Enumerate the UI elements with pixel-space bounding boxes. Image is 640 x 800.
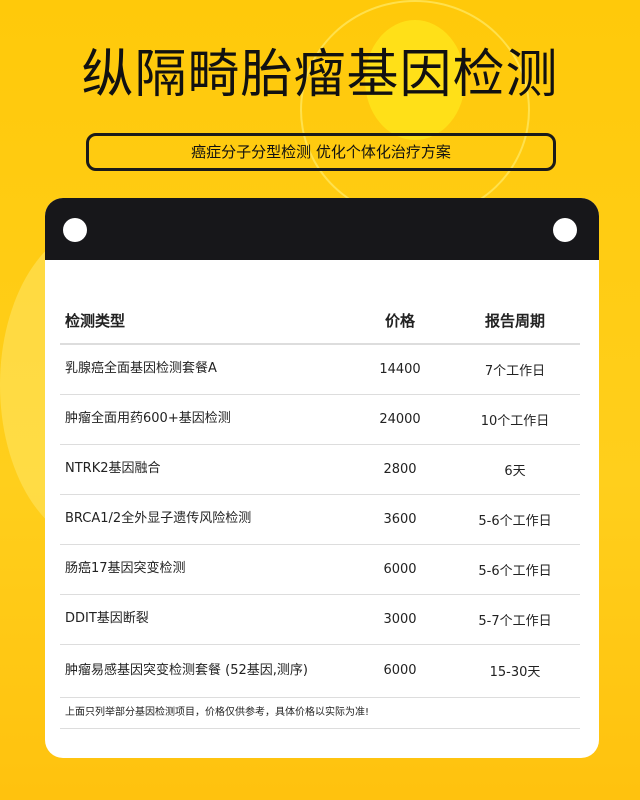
test-period: 10个工作日 bbox=[450, 394, 580, 445]
header-period: 报告周期 bbox=[450, 298, 580, 345]
hole-right-icon bbox=[553, 218, 577, 242]
test-period: 5-6个工作日 bbox=[450, 544, 580, 595]
test-name: BRCA1/2全外显子遗传风险检测 bbox=[60, 494, 350, 545]
note-row: 上面只列举部分基因检测项目，价格仅供参考，具体价格以实际为准! bbox=[60, 697, 580, 729]
test-period: 6天 bbox=[450, 444, 580, 495]
hole-left-icon bbox=[63, 218, 87, 242]
test-price: 3000 bbox=[350, 594, 450, 645]
test-name: 乳腺癌全面基因检测套餐A bbox=[60, 344, 350, 395]
table-row: 乳腺癌全面基因检测套餐A 14400 7个工作日 bbox=[60, 344, 580, 395]
price-card: 检测类型 价格 报告周期 乳腺癌全面基因检测套餐A 14400 7个工作日 肿瘤全面… bbox=[45, 198, 599, 758]
test-price: 14400 bbox=[350, 344, 450, 395]
subtitle-banner: 癌症分子分型检测 优化个体化治疗方案 bbox=[86, 133, 556, 171]
disclaimer-note: 上面只列举部分基因检测项目，价格仅供参考，具体价格以实际为准! bbox=[60, 697, 580, 729]
test-period: 7个工作日 bbox=[450, 344, 580, 395]
test-name: DDIT基因断裂 bbox=[60, 594, 350, 645]
test-name: 肠癌17基因突变检测 bbox=[60, 544, 350, 595]
test-price: 6000 bbox=[350, 644, 450, 698]
table-row: 肿瘤易感基因突变检测套餐 (52基因,测序) 6000 15-30天 bbox=[60, 644, 580, 698]
test-period: 5-7个工作日 bbox=[450, 594, 580, 645]
test-price: 3600 bbox=[350, 494, 450, 545]
test-price: 6000 bbox=[350, 544, 450, 595]
card-header bbox=[45, 198, 599, 260]
table-row: DDIT基因断裂 3000 5-7个工作日 bbox=[60, 594, 580, 645]
header-price: 价格 bbox=[350, 298, 450, 345]
page-title: 纵隔畸胎瘤基因检测 bbox=[81, 45, 559, 105]
test-name: 肿瘤易感基因突变检测套餐 (52基因,测序) bbox=[60, 644, 350, 698]
table-row: 肿瘤全面用药600+基因检测 24000 10个工作日 bbox=[60, 394, 580, 445]
test-name: 肿瘤全面用药600+基因检测 bbox=[60, 394, 350, 445]
table-row: BRCA1/2全外显子遗传风险检测 3600 5-6个工作日 bbox=[60, 494, 580, 545]
test-period: 5-6个工作日 bbox=[450, 494, 580, 545]
table-header-row: 检测类型 价格 报告周期 bbox=[60, 298, 580, 345]
decor-circle bbox=[365, 20, 465, 140]
table-row: 肠癌17基因突变检测 6000 5-6个工作日 bbox=[60, 544, 580, 595]
price-table: 检测类型 价格 报告周期 乳腺癌全面基因检测套餐A 14400 7个工作日 肿瘤全面… bbox=[60, 298, 580, 729]
test-period: 15-30天 bbox=[450, 644, 580, 698]
test-price: 24000 bbox=[350, 394, 450, 445]
test-name: NTRK2基因融合 bbox=[60, 444, 350, 495]
header-type: 检测类型 bbox=[60, 298, 350, 345]
test-price: 2800 bbox=[350, 444, 450, 495]
table-row: NTRK2基因融合 2800 6天 bbox=[60, 444, 580, 495]
